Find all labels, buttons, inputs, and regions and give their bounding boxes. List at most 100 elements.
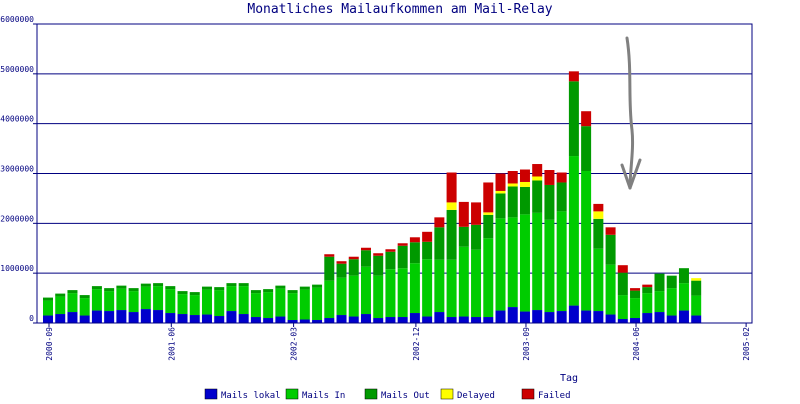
bar-segment-mails-out bbox=[409, 242, 420, 264]
bar-segment-mails-in bbox=[91, 289, 102, 311]
bar-segment-mails-lokal bbox=[483, 317, 494, 323]
bar-segment-mails-lokal bbox=[324, 318, 335, 323]
bar-segment-mails-out bbox=[691, 280, 702, 296]
bar-segment-mails-in bbox=[544, 219, 555, 313]
chart-title: Monatliches Mailaufkommen am Mail-Relay bbox=[247, 2, 552, 17]
bar-segment-mails-out bbox=[287, 290, 298, 294]
bar-segment-mails-lokal bbox=[250, 317, 261, 323]
bar-segment-mails-in bbox=[104, 291, 115, 312]
bar-segment-mails-lokal bbox=[678, 310, 689, 323]
bar-segment-delayed bbox=[519, 181, 530, 187]
y-axis-ticks: 0 1000000 2000000 3000000 4000000 5000000 6000… bbox=[0, 15, 34, 323]
bar-segment-mails-in bbox=[67, 293, 78, 313]
bar-segment-mails-out bbox=[116, 285, 127, 289]
bar-segment-mails-out bbox=[360, 250, 371, 267]
bar-segment-delayed bbox=[507, 183, 518, 187]
bar-segment-mails-out bbox=[238, 283, 249, 287]
bar-segment-failed bbox=[593, 203, 604, 212]
bar-segment-mails-out bbox=[678, 268, 689, 284]
bar-segment-mails-lokal bbox=[128, 312, 139, 323]
bar-segment-mails-in bbox=[275, 288, 286, 317]
bar-segment-mails-out bbox=[544, 184, 555, 220]
bar-segment-mails-in bbox=[471, 249, 482, 318]
bar-segment-mails-lokal bbox=[568, 305, 579, 323]
bar-segment-mails-out bbox=[55, 293, 66, 297]
bar-segment-mails-in bbox=[128, 291, 139, 313]
bar-segment-mails-out bbox=[434, 227, 445, 260]
bar-segment-mails-in bbox=[434, 259, 445, 313]
bar-segment-mails-lokal bbox=[605, 314, 616, 323]
bar-segment-mails-in bbox=[458, 246, 469, 317]
bar-segment-mails-lokal bbox=[630, 318, 641, 323]
bar-segment-mails-lokal bbox=[495, 310, 506, 323]
bar-segment-failed bbox=[495, 173, 506, 191]
bar-segment-mails-in bbox=[360, 266, 371, 315]
x-axis-ticks: 2000-09 2001-06 2002-03 2002-12 2003-09 2004-… bbox=[45, 323, 751, 361]
legend-swatch bbox=[521, 388, 535, 400]
bar-segment-mails-out bbox=[324, 256, 335, 281]
bar-segment-mails-in bbox=[177, 294, 188, 315]
bar-segment-mails-in bbox=[678, 283, 689, 311]
bar-segment-mails-in bbox=[630, 298, 641, 319]
bar-segment-mails-lokal bbox=[43, 315, 53, 323]
legend-swatch bbox=[285, 388, 299, 400]
bar-segment-failed bbox=[581, 111, 592, 127]
bar-segment-mails-out bbox=[556, 182, 567, 212]
bar-segment-failed bbox=[373, 253, 384, 256]
bar-segment-mails-in bbox=[263, 292, 274, 319]
bar-segment-failed bbox=[446, 172, 457, 203]
legend: Mails lokal Mails In Mails Out Delayed Faile… bbox=[204, 388, 571, 401]
x-tick-label: 2003-09 bbox=[522, 327, 531, 361]
bar-segment-failed bbox=[605, 227, 616, 235]
bar-segment-mails-lokal bbox=[104, 311, 115, 323]
bar-segment-mails-lokal bbox=[471, 317, 482, 323]
annotation-arrow-shaft bbox=[625, 36, 635, 190]
bar-segment-mails-lokal bbox=[422, 316, 433, 323]
bar-segment-mails-out bbox=[263, 289, 274, 293]
annotation-arrow bbox=[620, 36, 642, 190]
bar-segment-failed bbox=[507, 171, 518, 184]
bar-segment-mails-lokal bbox=[642, 313, 653, 323]
bar-segment-failed bbox=[617, 265, 628, 273]
bar-segment-failed bbox=[471, 202, 482, 225]
bar-segment-mails-in bbox=[556, 211, 567, 312]
bar-segment-failed bbox=[348, 256, 359, 260]
bar-segment-mails-out bbox=[214, 287, 225, 291]
plot-frame bbox=[36, 23, 753, 324]
bar-segment-mails-in bbox=[189, 295, 200, 316]
bar-segment-mails-out bbox=[446, 209, 457, 260]
bar-segment-mails-lokal bbox=[532, 310, 543, 323]
bar-segment-mails-lokal bbox=[581, 310, 592, 323]
bar-segment-mails-in bbox=[140, 286, 151, 310]
bar-segment-mails-out bbox=[581, 126, 592, 172]
bar-segment-mails-out bbox=[483, 214, 494, 239]
bar-segment-mails-out bbox=[507, 186, 518, 218]
bar-segment-mails-out bbox=[495, 193, 506, 219]
bar-segment-mails-lokal bbox=[373, 318, 384, 323]
bar-segment-mails-out bbox=[654, 273, 665, 292]
bar-segment-mails-lokal bbox=[617, 319, 628, 323]
bar-segment-mails-lokal bbox=[177, 314, 188, 323]
bar-segment-mails-in bbox=[336, 277, 347, 316]
bar-segment-mails-lokal bbox=[458, 316, 469, 323]
bar-segment-mails-out bbox=[275, 285, 286, 289]
bar-segment-mails-lokal bbox=[91, 310, 102, 323]
bar-segment-mails-lokal bbox=[544, 312, 555, 323]
bar-segment-mails-in bbox=[165, 289, 176, 314]
bar-segment-mails-in bbox=[201, 289, 212, 315]
bar-segment-mails-lokal bbox=[238, 314, 249, 323]
bar-segment-failed bbox=[422, 231, 433, 242]
bar-segment-mails-in bbox=[654, 291, 665, 313]
bar-segment-mails-in bbox=[495, 218, 506, 311]
y-tick-label: 4000000 bbox=[0, 115, 34, 124]
bar-segment-failed bbox=[409, 237, 420, 243]
bar-segment-mails-out bbox=[336, 263, 347, 278]
bar-segment-mails-out bbox=[605, 234, 616, 265]
bar-segment-mails-out bbox=[348, 259, 359, 276]
bar-segment-mails-lokal bbox=[263, 318, 274, 323]
bar-segment-failed bbox=[360, 247, 371, 251]
bar-segment-failed bbox=[568, 71, 579, 82]
bar-segment-failed bbox=[336, 261, 347, 264]
bar-segment-mails-out bbox=[458, 226, 469, 247]
